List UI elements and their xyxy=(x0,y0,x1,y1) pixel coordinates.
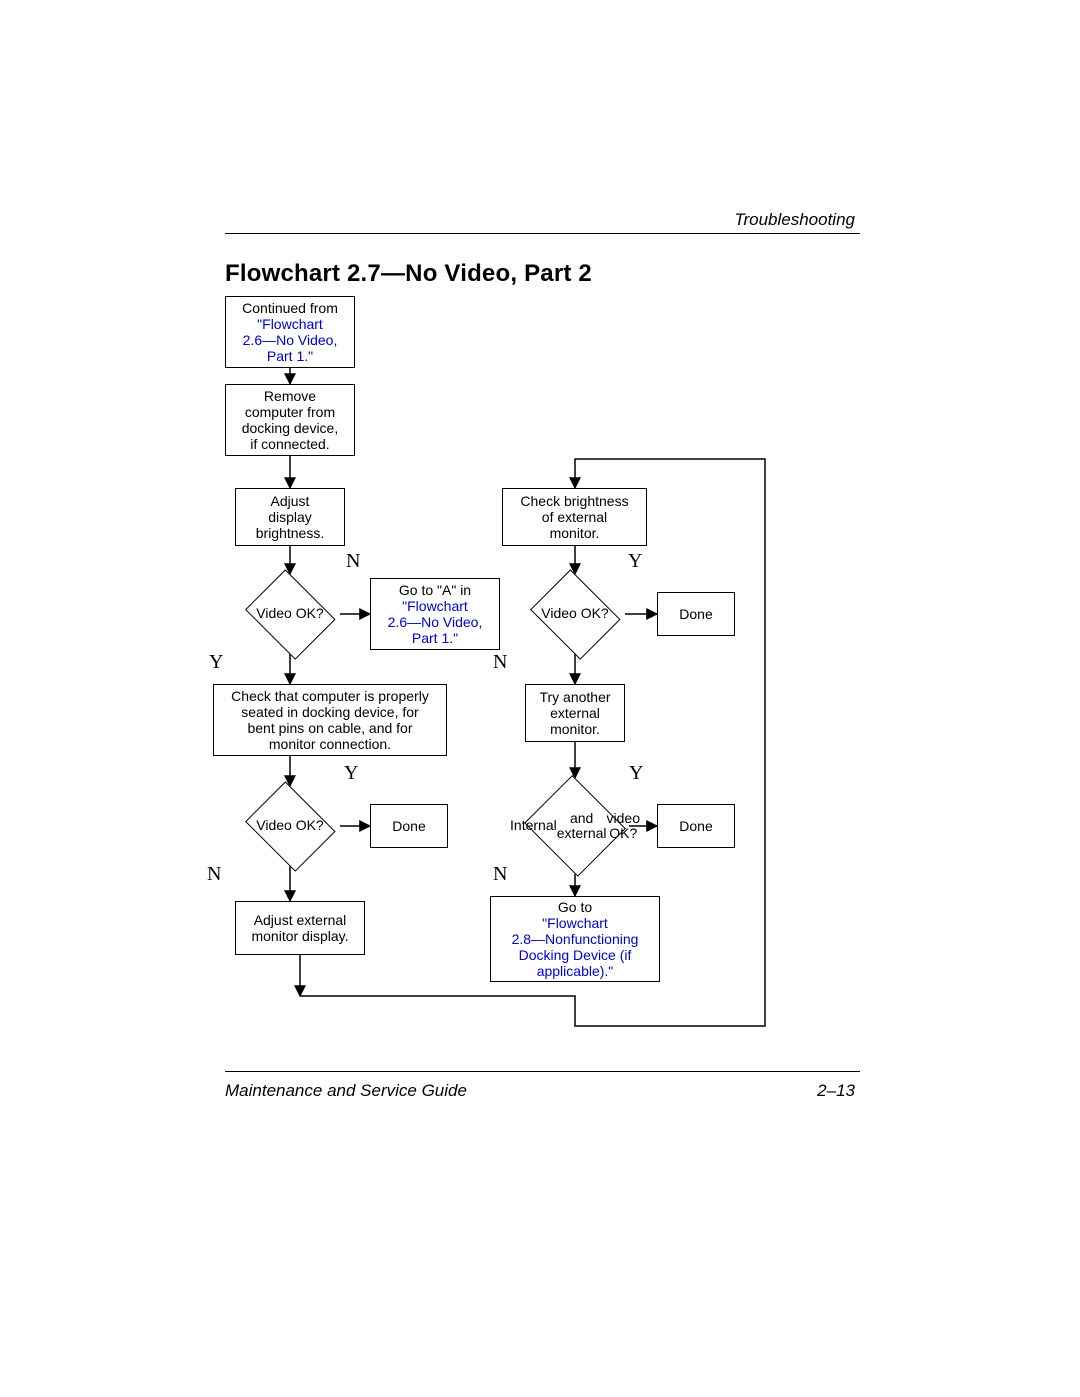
flowchart-link[interactable]: 2.6—No Video, xyxy=(242,332,338,348)
flowchart-decision-d_video2: Video OK? xyxy=(240,786,340,866)
flowchart-node-n_goto_a: Go to "A" in"Flowchart2.6—No Video,Part … xyxy=(370,578,500,650)
flowchart-edge-label: N xyxy=(493,651,507,674)
flowchart-link[interactable]: 2.8—Nonfunctioning xyxy=(512,931,639,947)
flowchart-node-n_check_bright: Check brightnessof externalmonitor. xyxy=(502,488,647,546)
flowchart-edge-label: Y xyxy=(628,550,642,573)
page-title: Flowchart 2.7—No Video, Part 2 xyxy=(225,260,592,288)
flowchart-decision-d_internal: Internaland externalvideo OK? xyxy=(521,778,629,874)
flowchart-node-n_check_seated: Check that computer is properlyseated in… xyxy=(213,684,447,756)
flowchart-edge-label: Y xyxy=(629,762,643,785)
flowchart-node-n_adjust_ext: Adjust externalmonitor display. xyxy=(235,901,365,955)
flowchart-link[interactable]: "Flowchart xyxy=(512,915,639,931)
flowchart-node-n_continued: Continued from"Flowchart2.6—No Video,Par… xyxy=(225,296,355,368)
flowchart-edge-label: Y xyxy=(209,651,223,674)
flowchart-node-n_done1: Done xyxy=(370,804,448,848)
flowchart-node-n_adjust_disp: Adjustdisplaybrightness. xyxy=(235,488,345,546)
flowchart-edge-label: N xyxy=(493,863,507,886)
footer-rule xyxy=(225,1071,860,1072)
flowchart-edge-label: N xyxy=(346,550,360,573)
flowchart-link[interactable]: "Flowchart xyxy=(242,316,338,332)
flowchart-node-n_done3: Done xyxy=(657,804,735,848)
flowchart-link[interactable]: "Flowchart xyxy=(388,598,483,614)
flowchart-link[interactable]: Part 1." xyxy=(388,630,483,646)
flowchart-edge-label: Y xyxy=(344,762,358,785)
flowchart-node-n_goto28: Go to"Flowchart2.8—NonfunctioningDocking… xyxy=(490,896,660,982)
flowchart-link[interactable]: Docking Device (if xyxy=(512,947,639,963)
header-section: Troubleshooting xyxy=(734,210,855,230)
header-rule xyxy=(225,233,860,234)
flowchart-node-n_try_another: Try anotherexternalmonitor. xyxy=(525,684,625,742)
footer-right: 2–13 xyxy=(817,1081,855,1101)
flowchart-decision-d_video1: Video OK? xyxy=(240,574,340,654)
flowchart-node-n_done2: Done xyxy=(657,592,735,636)
flowchart-decision-d_video3: Video OK? xyxy=(525,574,625,654)
flowchart-link[interactable]: 2.6—No Video, xyxy=(388,614,483,630)
flowchart-node-n_remove: Removecomputer fromdocking device,if con… xyxy=(225,384,355,456)
footer-left: Maintenance and Service Guide xyxy=(225,1081,467,1101)
flowchart-canvas: Continued from"Flowchart2.6—No Video,Par… xyxy=(225,296,860,1056)
flowchart-link[interactable]: applicable)." xyxy=(512,963,639,979)
flowchart-link[interactable]: Part 1." xyxy=(242,348,338,364)
flowchart-edge-label: N xyxy=(207,863,221,886)
